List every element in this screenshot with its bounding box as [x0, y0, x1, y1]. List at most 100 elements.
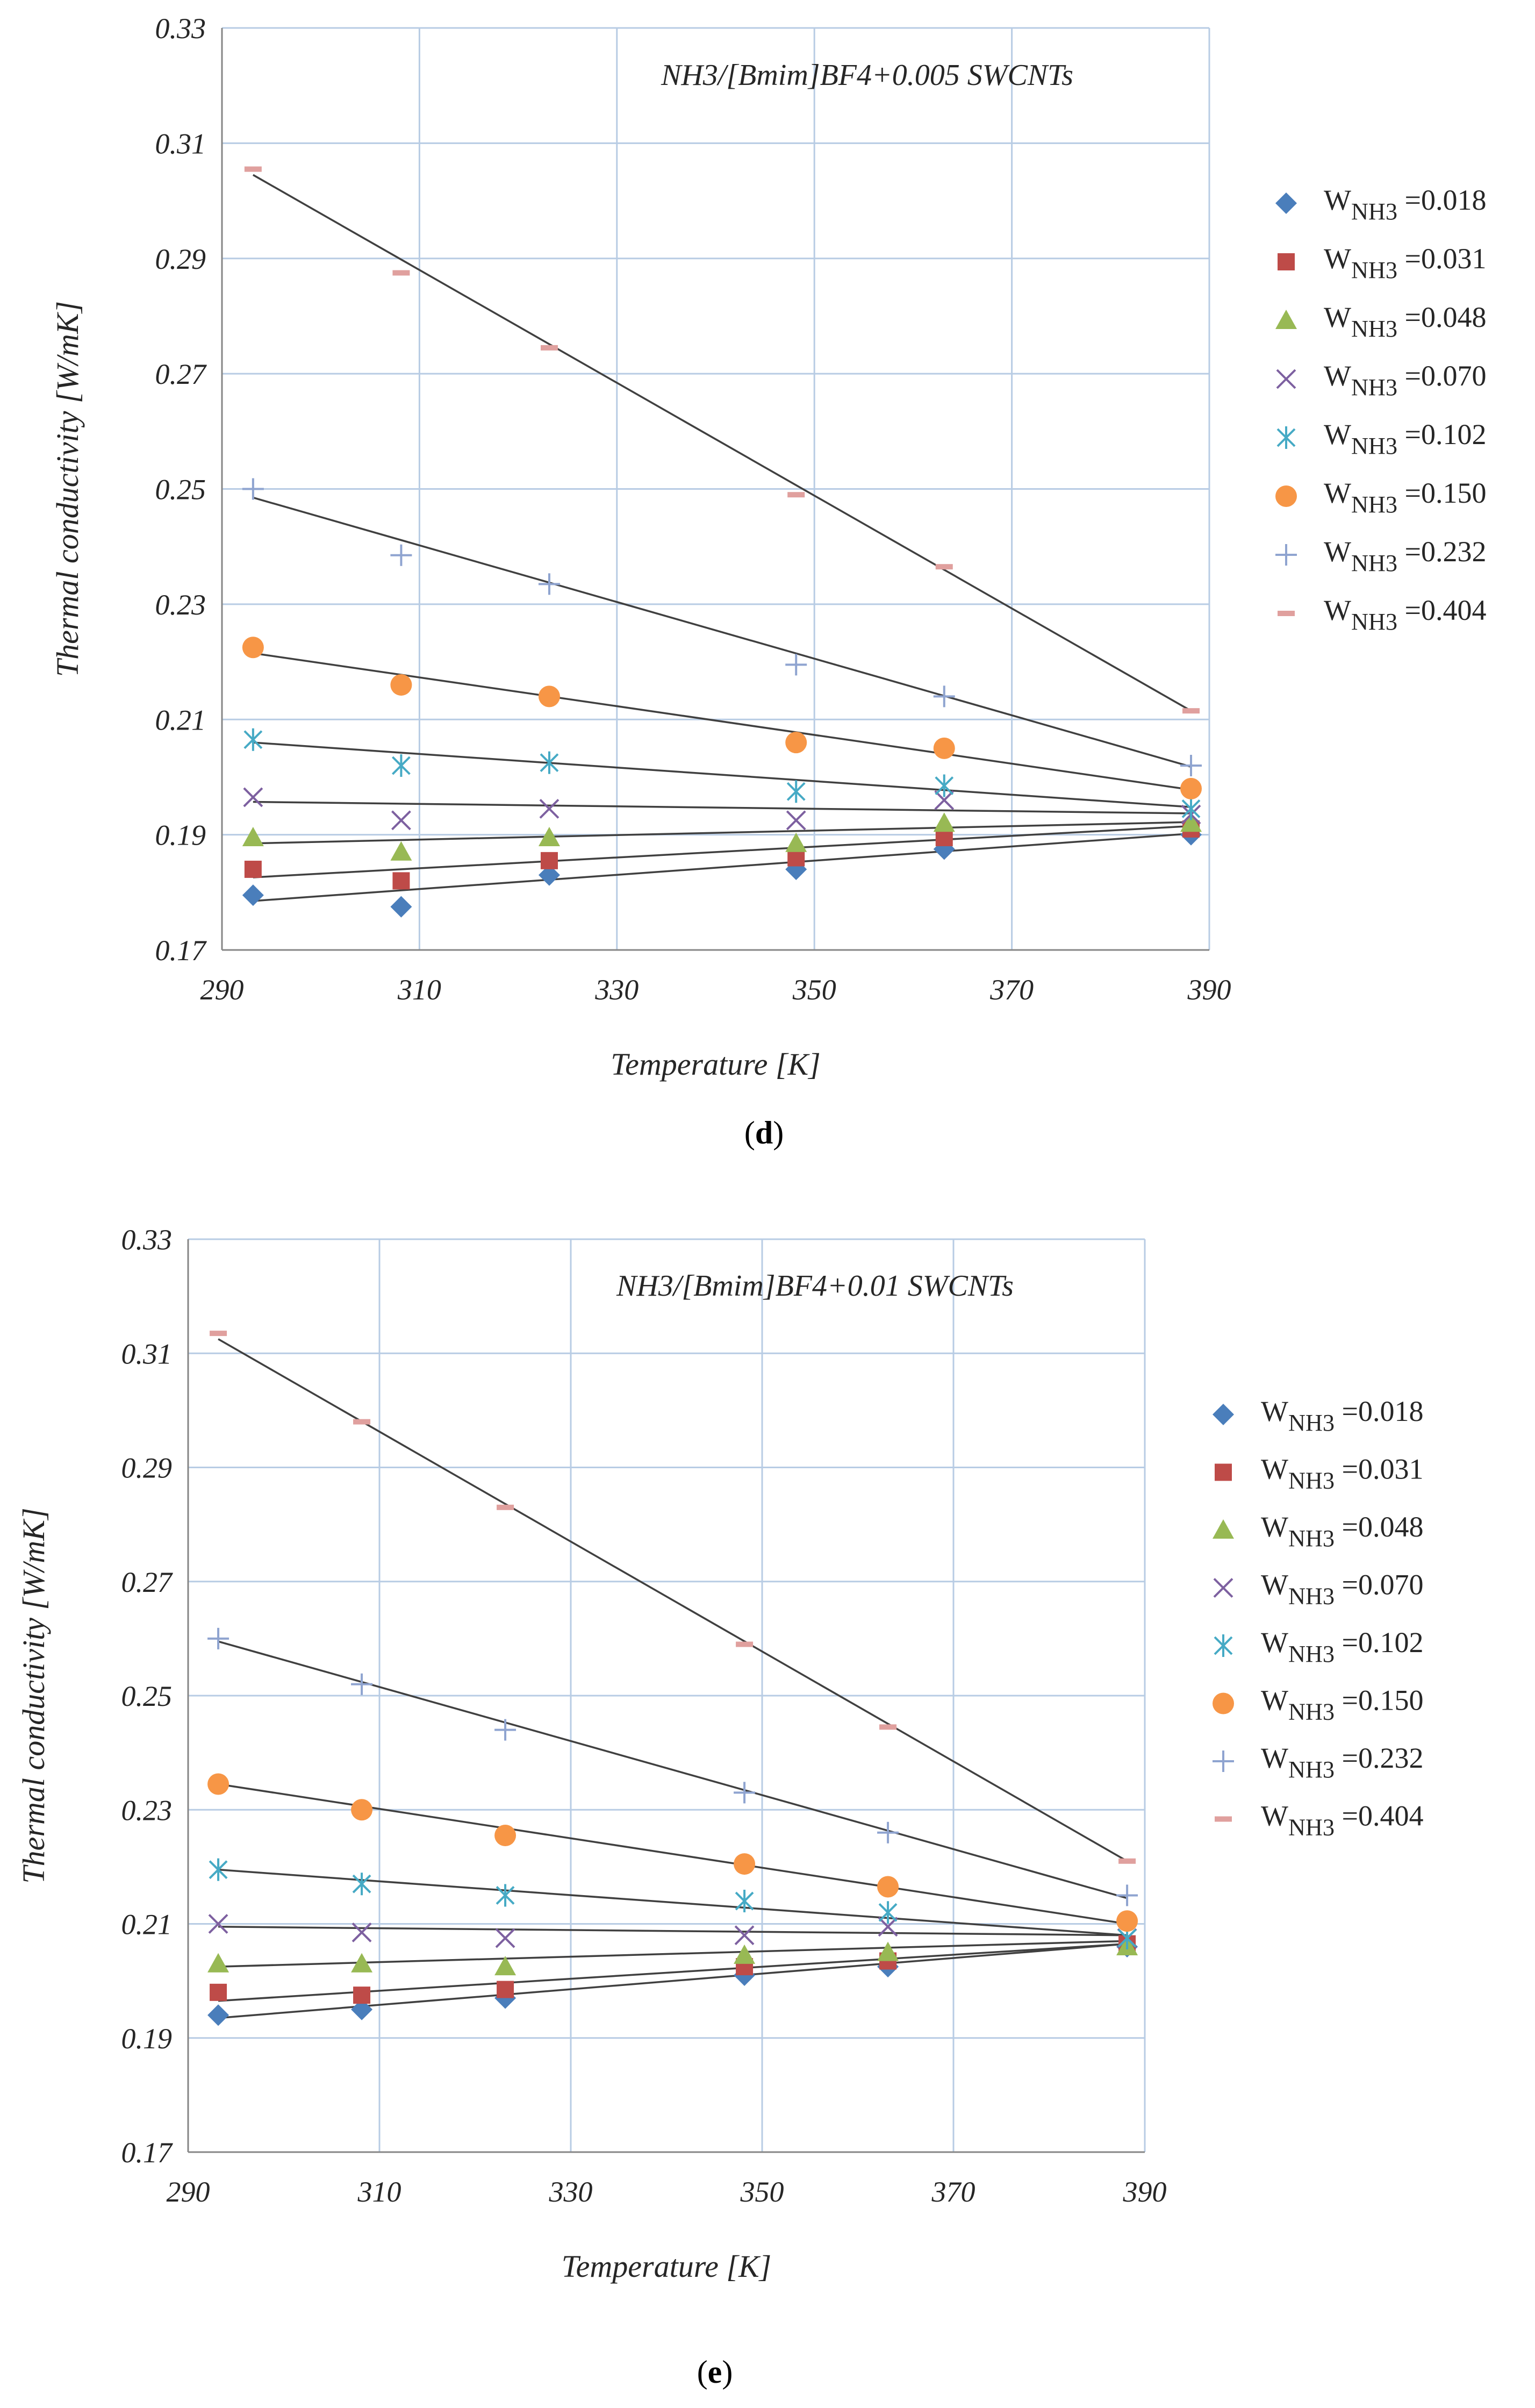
- legend-item: WNH3 =0.070: [1276, 360, 1487, 401]
- data-point: [242, 637, 264, 659]
- data-point: [786, 780, 806, 803]
- data-point: [353, 1419, 371, 1425]
- y-tick-label: 0.29: [155, 243, 206, 275]
- data-point: [1213, 1404, 1234, 1425]
- legend-value: =0.048: [1335, 1511, 1423, 1543]
- data-point: [392, 872, 410, 890]
- data-point: [1213, 1578, 1233, 1598]
- legend-item: WNH3 =0.018: [1275, 184, 1487, 225]
- y-tick-label: 0.33: [155, 12, 206, 45]
- data-point: [1116, 1910, 1138, 1932]
- data-point: [734, 1925, 755, 1946]
- x-tick-label: 350: [792, 974, 836, 1006]
- legend-w: W: [1261, 1800, 1288, 1832]
- data-point: [539, 798, 560, 819]
- legend-w: W: [1324, 594, 1351, 626]
- legend-item: WNH3 =0.232: [1213, 1742, 1424, 1783]
- data-point: [392, 754, 411, 777]
- legend-value: =0.404: [1397, 594, 1486, 626]
- data-point: [207, 1627, 229, 1649]
- legend-value: =0.150: [1397, 477, 1486, 509]
- panel-label-close: ): [722, 2354, 733, 2390]
- data-point: [1275, 310, 1297, 329]
- legend-item: WNH3 =0.070: [1213, 1569, 1424, 1610]
- legend-label: WNH3 =0.150: [1324, 477, 1487, 518]
- data-point: [242, 478, 264, 500]
- data-point: [352, 1873, 371, 1896]
- data-point: [1275, 544, 1297, 566]
- panel-label-close: ): [773, 1115, 784, 1151]
- legend-label: WNH3 =0.102: [1261, 1626, 1424, 1667]
- data-point: [933, 737, 955, 759]
- legend-value: =0.018: [1335, 1395, 1423, 1427]
- data-point: [1213, 1519, 1234, 1539]
- data-point: [540, 852, 558, 869]
- data-point: [494, 1956, 517, 1976]
- x-tick-label: 290: [200, 974, 244, 1006]
- x-axis-title: Temperature [K]: [562, 2249, 771, 2284]
- series-0.150: [242, 637, 1202, 799]
- legend-subscript: NH3: [1288, 1525, 1335, 1552]
- data-point: [934, 790, 955, 810]
- data-point: [877, 1941, 899, 1961]
- legend-item: WNH3 =0.404: [1215, 1800, 1424, 1841]
- data-point: [390, 841, 412, 861]
- y-tick-label: 0.17: [155, 934, 207, 967]
- data-point: [390, 544, 412, 566]
- data-point: [243, 787, 263, 808]
- y-tick-label: 0.23: [155, 589, 206, 621]
- legend-w: W: [1324, 184, 1351, 216]
- legend-label: WNH3 =0.018: [1261, 1395, 1424, 1436]
- data-point: [538, 864, 560, 886]
- legend-item: WNH3 =0.150: [1213, 1684, 1424, 1725]
- data-point: [497, 1981, 514, 1998]
- data-point: [1275, 192, 1297, 214]
- data-point: [210, 1983, 227, 2001]
- trend-lines: [252, 174, 1192, 902]
- data-point: [208, 1914, 228, 1934]
- data-point: [1116, 1884, 1138, 1906]
- data-point: [390, 674, 412, 696]
- chart-panel-e: 290 310 330 350 370 390 0.17 0.19 0.21 0.23 0.25 0.…: [16, 1224, 1424, 2390]
- x-axis-title: Temperature [K]: [611, 1047, 820, 1082]
- y-tick-label: 0.31: [155, 127, 206, 160]
- data-point: [933, 812, 955, 832]
- data-point: [242, 826, 264, 846]
- trend-line: [218, 1942, 1128, 2019]
- y-axis-title: Thermal conductivity [W/mK]: [16, 1507, 51, 1883]
- legend-value: =0.404: [1335, 1800, 1423, 1832]
- y-tick-label: 0.19: [121, 2023, 173, 2055]
- trend-line: [218, 1926, 1128, 1937]
- legend-label: WNH3 =0.070: [1324, 360, 1487, 401]
- legend-subscript: NH3: [1288, 1468, 1335, 1494]
- data-point: [878, 1901, 898, 1924]
- y-tick-label: 0.27: [155, 358, 207, 390]
- data-point: [497, 1504, 514, 1510]
- data-point: [244, 166, 262, 172]
- data-point: [933, 685, 955, 708]
- x-tick-label: 330: [594, 974, 639, 1006]
- data-point: [785, 732, 807, 754]
- data-point: [1278, 611, 1295, 616]
- data-point: [1213, 1692, 1234, 1714]
- legend-subscript: NH3: [1351, 316, 1397, 342]
- legend-w: W: [1324, 242, 1351, 275]
- legend-item: WNH3 =0.150: [1275, 477, 1487, 518]
- x-tick-label: 390: [1123, 2176, 1167, 2208]
- data-point: [787, 849, 805, 867]
- data-point: [787, 492, 805, 498]
- legend-w: W: [1261, 1569, 1288, 1601]
- gridlines: [221, 27, 1210, 951]
- legend-subscript: NH3: [1351, 491, 1397, 518]
- series-0.048: [207, 1935, 1138, 1976]
- data-point: [734, 1782, 756, 1804]
- data-point: [935, 564, 953, 570]
- legend-label: WNH3 =0.102: [1324, 418, 1487, 459]
- trend-line: [253, 832, 1192, 902]
- data-point: [1215, 1816, 1232, 1822]
- data-point: [540, 751, 559, 774]
- legend-value: =0.150: [1335, 1684, 1423, 1717]
